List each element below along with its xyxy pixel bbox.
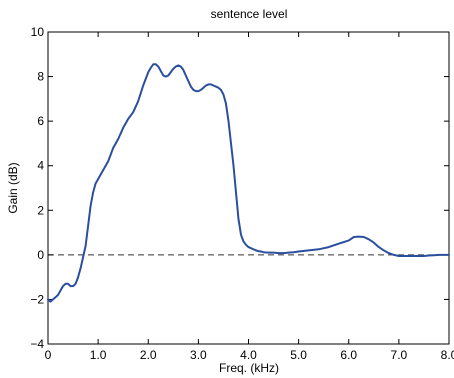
y-tick-label: −4 bbox=[30, 337, 44, 351]
x-tick-label: 3.0 bbox=[190, 348, 207, 362]
x-tick-label: 2.0 bbox=[140, 348, 157, 362]
y-axis-label: Gain (dB) bbox=[6, 162, 20, 213]
x-tick-label: 8.0 bbox=[441, 348, 454, 362]
y-tick-label: 2 bbox=[37, 203, 44, 217]
y-tick-label: 4 bbox=[37, 159, 44, 173]
x-tick-label: 1.0 bbox=[90, 348, 107, 362]
x-tick-label: 6.0 bbox=[340, 348, 357, 362]
y-tick-label: 0 bbox=[37, 248, 44, 262]
x-tick-label: 0 bbox=[45, 348, 52, 362]
x-tick-label: 5.0 bbox=[290, 348, 307, 362]
chart-title: sentence level bbox=[211, 7, 288, 21]
x-axis-label: Freq. (kHz) bbox=[219, 361, 279, 375]
plot-area bbox=[47, 31, 450, 345]
x-tick-label: 4.0 bbox=[240, 348, 257, 362]
gain-series-line bbox=[47, 63, 450, 303]
y-tick-label: −2 bbox=[30, 292, 44, 306]
y-tick-label: 6 bbox=[37, 114, 44, 128]
y-tick-label: 10 bbox=[31, 25, 45, 39]
y-tick-label: 8 bbox=[37, 70, 44, 84]
x-tick-label: 7.0 bbox=[391, 348, 408, 362]
